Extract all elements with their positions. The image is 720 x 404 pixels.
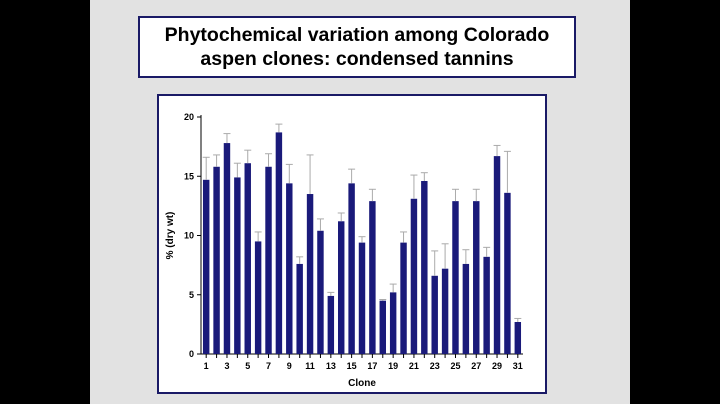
x-tick-label: 15	[347, 361, 357, 371]
x-tick-label: 3	[224, 361, 229, 371]
error-bar	[213, 154, 221, 167]
bar	[493, 156, 501, 354]
bar	[234, 177, 241, 354]
x-tick-label: 19	[388, 361, 398, 371]
bar	[483, 256, 490, 354]
error-bar	[410, 174, 418, 199]
bar	[265, 166, 272, 354]
error-bar	[472, 188, 480, 202]
bar	[452, 201, 459, 354]
y-tick-label: 15	[184, 171, 194, 181]
error-bar	[244, 149, 252, 164]
error-bar	[420, 172, 428, 181]
x-axis: 1 3 5 7 9 11 13 15 17 19 21 23 25 27 29 31	[201, 353, 523, 371]
x-tick-label: 7	[266, 361, 271, 371]
error-bar	[379, 298, 387, 301]
error-bar	[254, 231, 262, 242]
bar	[286, 183, 293, 354]
error-bar	[327, 291, 335, 296]
error-bar	[265, 153, 273, 167]
error-bar	[285, 163, 293, 184]
bar	[244, 163, 251, 354]
error-bar	[202, 156, 210, 180]
y-tick-label: 5	[189, 290, 194, 300]
error-bar	[514, 317, 522, 323]
slide-title-line-1: Phytochemical variation among Colorado	[164, 24, 550, 46]
x-tick-label: 23	[430, 361, 440, 371]
x-axis-label: Clone	[348, 378, 376, 389]
error-bar	[483, 246, 491, 257]
x-tick-label: 27	[471, 361, 481, 371]
bar	[202, 179, 210, 354]
bar	[379, 300, 386, 354]
error-bar	[358, 236, 366, 243]
bar	[348, 183, 355, 354]
error-bar	[296, 256, 304, 264]
bar	[462, 263, 470, 354]
bar	[504, 192, 511, 354]
error-bar	[275, 123, 283, 133]
slide: Phytochemical variation among Colorado a…	[90, 0, 630, 404]
chart-frame: 0 5 10 15 20 1 3 5 7 9 11 13 15 17 19 21 23 25 27 29 31 % (…	[157, 94, 547, 394]
error-bar	[316, 218, 324, 231]
y-tick-label: 10	[184, 231, 194, 241]
x-tick-label: 29	[492, 361, 502, 371]
x-tick-label: 1	[204, 361, 209, 371]
bar	[296, 263, 303, 354]
error-bar	[348, 168, 356, 184]
bars	[202, 132, 522, 354]
bar	[327, 295, 335, 354]
error-bar	[306, 154, 314, 195]
y-tick-label: 20	[184, 112, 194, 122]
x-tick-label: 9	[287, 361, 292, 371]
error-bar	[223, 133, 231, 144]
bar	[400, 242, 407, 354]
bar	[254, 241, 262, 354]
slide-title: Phytochemical variation among Colorado a…	[138, 16, 576, 78]
error-bar	[368, 188, 376, 202]
x-tick-label: 11	[305, 361, 315, 371]
error-bar	[503, 150, 511, 193]
error-bar	[451, 188, 459, 202]
y-axis: 0 5 10 15 20	[184, 112, 202, 359]
x-tick-label: 21	[409, 361, 419, 371]
error-bar	[400, 231, 408, 243]
bar	[421, 180, 428, 354]
bar	[338, 221, 345, 354]
bar	[358, 242, 366, 354]
error-bar	[441, 243, 449, 269]
error-bar	[493, 144, 501, 157]
error-bar	[389, 283, 397, 293]
bar	[514, 322, 522, 354]
bar	[213, 166, 220, 354]
bar	[306, 194, 314, 354]
x-tick-label: 31	[513, 361, 523, 371]
error-bars	[202, 123, 522, 323]
x-tick-label: 17	[367, 361, 377, 371]
error-bar	[431, 250, 439, 276]
bar	[431, 275, 438, 354]
y-tick-label: 0	[189, 349, 194, 359]
y-axis-label: % (dry wt)	[165, 212, 176, 260]
bar	[410, 198, 418, 354]
bar	[441, 268, 449, 354]
bar	[369, 201, 376, 354]
error-bar	[233, 162, 241, 178]
bar	[473, 201, 480, 354]
x-tick-label: 5	[245, 361, 250, 371]
x-tick-label: 13	[326, 361, 336, 371]
bar	[223, 143, 231, 354]
slide-title-line-2: aspen clones: condensed tannins	[200, 48, 514, 70]
error-bar	[462, 249, 470, 264]
bar	[275, 132, 283, 354]
bar	[317, 230, 324, 354]
error-bar	[337, 212, 345, 222]
x-tick-label: 25	[450, 361, 460, 371]
bar	[389, 292, 397, 354]
